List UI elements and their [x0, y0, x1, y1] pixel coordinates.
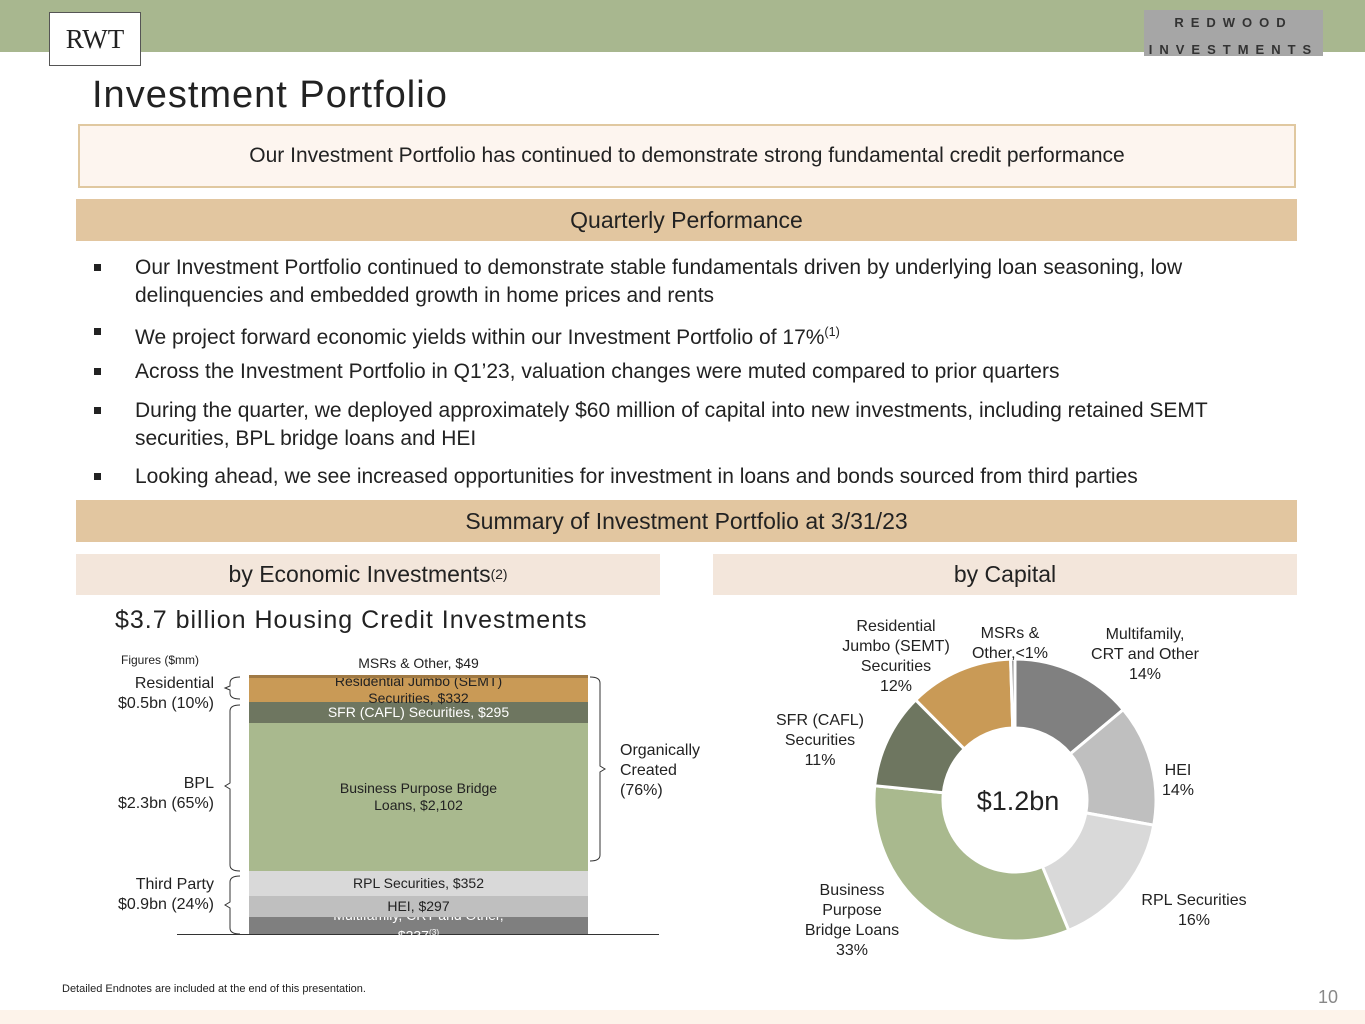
- brand: REDWOOD INVESTMENTS: [1144, 10, 1323, 57]
- group-label: Third Party $0.9bn (24%): [117, 876, 214, 913]
- donut-label: SFR (CAFL) Securities 11%: [776, 711, 864, 771]
- donut-label-name: Residential Jumbo (SEMT) Securities: [842, 618, 950, 675]
- segment-text: Business Purpose Bridge Loans, $2,102: [339, 780, 498, 814]
- bar-segment: Residential Jumbo (SEMT) Securities, $33…: [249, 673, 588, 706]
- chart-title: $3.7 billion Housing Credit Investments: [115, 606, 588, 634]
- segment-text: HEI, $297: [387, 898, 450, 915]
- donut-label-value: 33%: [835, 942, 869, 959]
- bullet-text: During the quarter, we deployed approxim…: [135, 399, 1208, 450]
- donut-label-value: 11%: [804, 752, 836, 769]
- bullet-marker: [94, 407, 101, 414]
- bullet: Our Investment Portfolio continued to de…: [94, 254, 1285, 310]
- donut-label: Multifamily, CRT and Other 14%: [1091, 625, 1199, 685]
- donut-label-value: 14%: [1161, 782, 1195, 799]
- bullet: Looking ahead, we see increased opportun…: [94, 463, 1285, 491]
- bracket: [224, 704, 241, 872]
- segment-text: RPL Securities, $352: [353, 875, 484, 892]
- panel-heading: by Capital: [713, 554, 1297, 595]
- bullet-text: Looking ahead, we see increased opportun…: [135, 465, 1138, 488]
- bracket: [224, 875, 241, 935]
- donut-label-name: Multifamily, CRT and Other: [1091, 626, 1199, 663]
- section-bar: Summary of Investment Portfolio at 3/31/…: [76, 500, 1297, 542]
- callout: Our Investment Portfolio has continued t…: [78, 124, 1296, 188]
- bar-segment: Business Purpose Bridge Loans, $2,102: [249, 722, 588, 872]
- bullet-note: (1): [824, 325, 840, 339]
- donut-label-name: Business Purpose Bridge Loans: [804, 882, 900, 939]
- panel-note: (2): [490, 567, 508, 582]
- panel-text: by Economic Investments: [228, 561, 491, 587]
- donut-label: RPL Securities 16%: [1141, 891, 1246, 931]
- donut-label-value: 16%: [1177, 912, 1211, 929]
- bullet: We project forward economic yields withi…: [94, 318, 1285, 352]
- segment-text: MSRs & Other, $49: [358, 655, 479, 671]
- bottom-band: [0, 1010, 1365, 1024]
- group-label: BPL $2.3bn (65%): [117, 775, 214, 812]
- group-label: Residential $0.5bn (10%): [117, 675, 214, 712]
- donut-label: Business Purpose Bridge Loans 33%: [805, 881, 899, 961]
- donut-center-label: $1.2bn: [977, 786, 1060, 816]
- bar-segment: SFR (CAFL) Securities, $295: [249, 701, 588, 723]
- segment-label: Business Purpose Bridge Loans, $2,102: [319, 780, 519, 814]
- bracket: [589, 676, 606, 862]
- section-bar: Quarterly Performance: [76, 199, 1297, 241]
- bullet-marker: [94, 328, 101, 335]
- donut-label-value: 14%: [1128, 666, 1162, 683]
- bar-segment: RPL Securities, $352: [249, 871, 588, 897]
- logo: RWT: [49, 12, 141, 66]
- title: Investment Portfolio: [92, 74, 448, 116]
- segment-label: RPL Securities, $352: [353, 875, 484, 892]
- bullet: Across the Investment Portfolio in Q1’23…: [94, 358, 1285, 386]
- donut-label-name: RPL Securities: [1141, 892, 1247, 909]
- bar-segment: Multifamily, CRT and Other, $237(3): [249, 907, 588, 943]
- bracket: [223, 676, 241, 700]
- donut-label: HEI 14%: [1162, 761, 1194, 801]
- segment-text: SFR (CAFL) Securities, $295: [327, 703, 510, 720]
- bullet: During the quarter, we deployed approxim…: [94, 397, 1285, 453]
- page-number: 10: [1318, 987, 1339, 1007]
- segment-label: SFR (CAFL) Securities, $295: [328, 704, 509, 721]
- bullet-text: We project forward economic yields withi…: [135, 326, 825, 349]
- bullet-marker: [94, 368, 101, 375]
- donut-label-value: 12%: [879, 678, 913, 695]
- brand-line: INVESTMENTS: [1148, 42, 1319, 57]
- bullet-marker: [94, 264, 101, 271]
- donut-label-value: <1%: [1015, 645, 1049, 662]
- segment-label: HEI, $297: [387, 898, 449, 915]
- top-band: [0, 0, 1365, 52]
- bullet-text: Our Investment Portfolio continued to de…: [135, 256, 1183, 307]
- group-label: Organically Created (76%): [620, 742, 701, 799]
- footnote: Detailed Endnotes are included at the en…: [62, 983, 366, 995]
- donut-slice: [872, 784, 1071, 943]
- donut-label-name: MSRs & Other,: [971, 625, 1040, 662]
- brand-line: REDWOOD: [1174, 15, 1293, 30]
- donut-label: Residential Jumbo (SEMT) Securities 12%: [842, 617, 950, 697]
- donut-label: MSRs & Other,<1%: [972, 624, 1048, 664]
- bullet-text: Across the Investment Portfolio in Q1’23…: [135, 360, 1060, 383]
- segment-note: (3): [428, 926, 440, 937]
- panel-heading: by Economic Investments (2): [76, 554, 660, 595]
- bar-segment: HEI, $297: [249, 896, 588, 918]
- donut-slice: [1009, 657, 1017, 730]
- donut-label-name: SFR (CAFL) Securities: [776, 712, 864, 749]
- bullet-marker: [94, 473, 101, 480]
- chart-subtitle: Figures ($mm): [121, 653, 200, 667]
- donut-label-name: HEI: [1164, 762, 1192, 779]
- segment-label: MSRs & Other, $49: [249, 655, 588, 671]
- bar-segment: MSRs & Other, $49: [249, 655, 588, 679]
